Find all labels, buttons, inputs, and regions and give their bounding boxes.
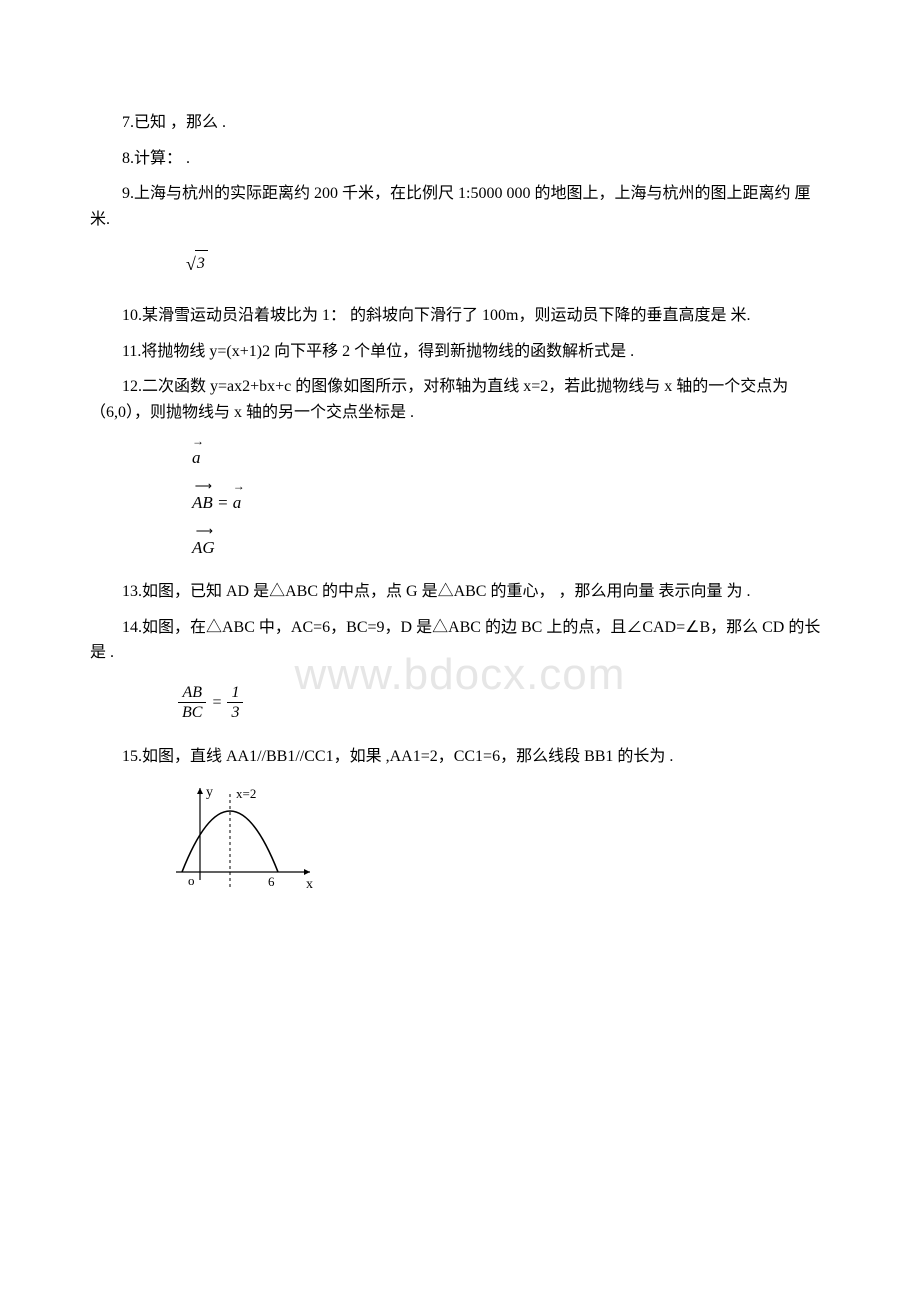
question-10: 10.某滑雪运动员沿着坡比为 1： 的斜坡向下滑行了 100m，则运动员下降的垂… [90, 303, 830, 329]
equals-sign: = [217, 493, 233, 512]
svg-text:y: y [206, 785, 213, 800]
vector-arrow-icon: → [233, 477, 242, 496]
vector-arrow-icon: → [192, 432, 201, 451]
question-14: 14.如图，在△ABC 中，AC=6，BC=9，D 是△ABC 的边 BC 上的… [90, 615, 830, 666]
frac-denominator-3: 3 [227, 703, 243, 722]
fraction-equation: AB BC = 1 3 [178, 684, 830, 722]
question-12: 12.二次函数 y=ax2+bx+c 的图像如图所示，对称轴为直线 x=2，若此… [90, 374, 830, 425]
question-9: 9.上海与杭州的实际距离约 200 千米，在比例尺 1:5000 000 的地图… [90, 181, 830, 232]
svg-text:o: o [188, 873, 195, 888]
svg-text:6: 6 [268, 874, 275, 889]
question-11: 11.将抛物线 y=(x+1)2 向下平移 2 个单位，得到新抛物线的函数解析式… [90, 339, 830, 365]
question-13: 13.如图，已知 AD 是△ABC 的中点，点 G 是△ABC 的重心， ，那么… [90, 579, 830, 605]
parabola-figure: y x o 6 x=2 [170, 780, 830, 909]
question-15: 15.如图，直线 AA1//BB1//CC1，如果 ,AA1=2，CC1=6，那… [90, 744, 830, 770]
sqrt-expression: √ 3 [186, 250, 830, 279]
vector-a: → a [192, 444, 830, 471]
svg-text:x: x [306, 877, 313, 892]
sqrt-value: 3 [195, 250, 208, 277]
vector-arrow-icon: ⟶ [192, 477, 213, 496]
vector-ab-eq-a: ⟶ AB = → a [192, 489, 830, 516]
question-8: 8.计算： . [90, 146, 830, 172]
vector-arrow-icon: ⟶ [192, 522, 215, 541]
equals-sign: = [212, 690, 221, 716]
frac-numerator-1: 1 [227, 684, 243, 704]
question-7: 7.已知 ，那么 . [90, 110, 830, 136]
vector-ag: ⟶ AG [192, 534, 830, 561]
frac-numerator-ab: AB [178, 684, 206, 704]
parabola-chart: y x o 6 x=2 [170, 780, 320, 900]
frac-denominator-bc: BC [178, 703, 206, 722]
svg-text:x=2: x=2 [236, 786, 256, 801]
document-content: 7.已知 ，那么 . 8.计算： . 9.上海与杭州的实际距离约 200 千米，… [90, 110, 830, 908]
